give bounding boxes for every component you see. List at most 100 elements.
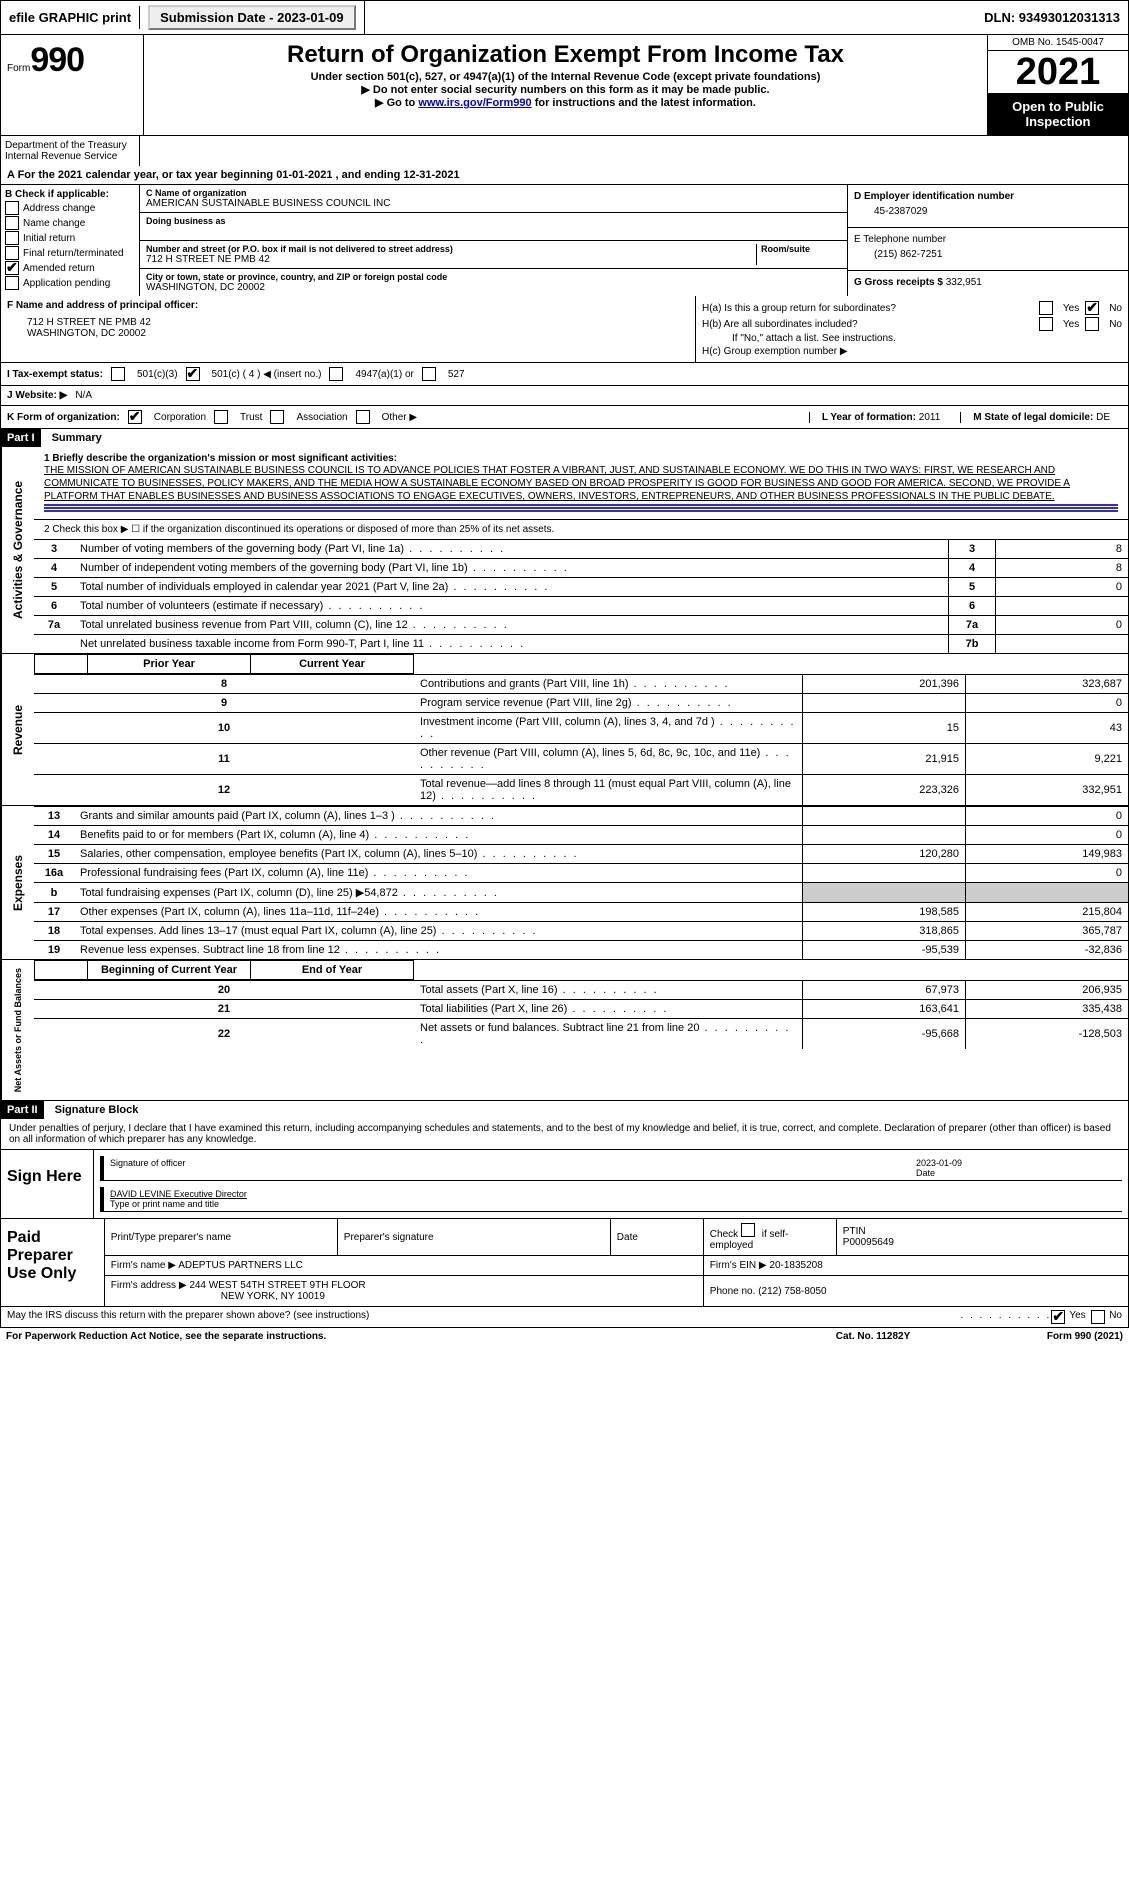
- discuss-yes-checkbox[interactable]: [1051, 1310, 1065, 1324]
- sig-date-val: 2023-01-09: [916, 1158, 1116, 1168]
- b-checkbox[interactable]: [5, 216, 19, 230]
- col-header: Prior Year: [87, 654, 250, 673]
- line-desc: Investment income (Part VIII, column (A)…: [414, 713, 803, 744]
- line-prior: 201,396: [803, 675, 966, 694]
- line-desc: Grants and similar amounts paid (Part IX…: [74, 807, 803, 826]
- line-value: [996, 597, 1129, 616]
- vtab-activities-governance: Activities & Governance: [1, 447, 34, 653]
- col-header: End of Year: [250, 960, 413, 979]
- col-b-label: B Check if applicable:: [5, 189, 135, 200]
- city-value: WASHINGTON, DC 20002: [146, 282, 841, 293]
- line-current: [966, 883, 1129, 903]
- line-prior: 67,973: [803, 981, 966, 1000]
- efile-label[interactable]: efile GRAPHIC print: [1, 6, 140, 29]
- line-current: 0: [966, 807, 1129, 826]
- 527-checkbox[interactable]: [422, 367, 436, 381]
- k-trust-checkbox[interactable]: [214, 410, 228, 424]
- line-current: 0: [966, 864, 1129, 883]
- no-label: No: [1109, 319, 1122, 330]
- phone-value: (215) 862-7251: [854, 245, 1122, 264]
- line-prior: 223,326: [803, 775, 966, 806]
- 501c3-checkbox[interactable]: [111, 367, 125, 381]
- opt-527: 527: [448, 369, 465, 380]
- irs-link[interactable]: www.irs.gov/Form990: [418, 97, 531, 109]
- k-other-checkbox[interactable]: [356, 410, 370, 424]
- line-num: 18: [34, 922, 74, 941]
- line-current: 149,983: [966, 845, 1129, 864]
- check-label: Check: [710, 1229, 738, 1240]
- discuss-no-checkbox[interactable]: [1091, 1310, 1105, 1324]
- ha-no-checkbox[interactable]: [1085, 301, 1099, 315]
- line-current: 365,787: [966, 922, 1129, 941]
- k-corp-checkbox[interactable]: [128, 410, 142, 424]
- line-desc: Number of independent voting members of …: [74, 559, 949, 578]
- row-i: I Tax-exempt status: 501(c)(3) 501(c) ( …: [0, 363, 1129, 386]
- b-checkbox-label: Final return/terminated: [23, 248, 124, 259]
- hdr-blank: [35, 960, 75, 979]
- b-checkbox[interactable]: [5, 231, 19, 245]
- b-checkbox[interactable]: [5, 201, 19, 215]
- line-prior: 120,280: [803, 845, 966, 864]
- part-ii-title: Signature Block: [47, 1104, 139, 1116]
- opt-4947: 4947(a)(1) or: [355, 369, 413, 380]
- vtab-net-assets: Net Assets or Fund Balances: [1, 960, 34, 1100]
- firm-name-label: Firm's name ▶: [111, 1260, 176, 1271]
- 4947-checkbox[interactable]: [329, 367, 343, 381]
- line-desc: Program service revenue (Part VIII, line…: [414, 694, 803, 713]
- line-desc: Total number of volunteers (estimate if …: [74, 597, 949, 616]
- line-value: 8: [996, 559, 1129, 578]
- line-desc: Contributions and grants (Part VIII, lin…: [414, 675, 803, 694]
- hb-yes-checkbox[interactable]: [1039, 317, 1053, 331]
- checkbox-line: Amended return: [5, 261, 135, 275]
- line-desc: Net unrelated business taxable income fr…: [74, 635, 949, 654]
- governance-table: 3 Number of voting members of the govern…: [34, 539, 1128, 653]
- b-checkbox[interactable]: [5, 276, 19, 290]
- col-dg: D Employer identification number 45-2387…: [848, 185, 1128, 296]
- col-b: B Check if applicable: Address changeNam…: [1, 185, 140, 296]
- goto-pre: ▶ Go to: [375, 97, 418, 109]
- form-number-cell: Form990: [1, 35, 144, 135]
- hb-no-checkbox[interactable]: [1085, 317, 1099, 331]
- dln-label: DLN: 93493012031313: [976, 6, 1128, 29]
- footer-left: For Paperwork Reduction Act Notice, see …: [6, 1331, 773, 1342]
- preparer-table: Print/Type preparer's name Preparer's si…: [105, 1219, 1128, 1306]
- j-label: J Website: ▶: [7, 390, 67, 401]
- 501c-checkbox[interactable]: [186, 367, 200, 381]
- line-current: 0: [966, 826, 1129, 845]
- no-ssn-line: ▶ Do not enter social security numbers o…: [148, 83, 983, 96]
- b-checkbox-label: Application pending: [23, 278, 110, 289]
- part-i-title: Summary: [44, 432, 102, 444]
- checkbox-line: Initial return: [5, 231, 135, 245]
- footer-right: Form 990 (2021): [973, 1331, 1123, 1342]
- self-employed-checkbox[interactable]: [741, 1223, 755, 1237]
- line-num: 10: [34, 713, 414, 744]
- opt-assoc: Association: [296, 412, 347, 423]
- line-box: 7a: [949, 616, 996, 635]
- line-box: 5: [949, 578, 996, 597]
- line-value: [996, 635, 1129, 654]
- ha-yes-checkbox[interactable]: [1039, 301, 1053, 315]
- part-ii: Part II Signature Block Under penalties …: [0, 1101, 1129, 1307]
- f-line2: WASHINGTON, DC 20002: [7, 328, 689, 339]
- line-prior: 15: [803, 713, 966, 744]
- line-value: 0: [996, 616, 1129, 635]
- officer-name: DAVID LEVINE Executive Director: [110, 1189, 1116, 1199]
- line-num: 20: [34, 981, 414, 1000]
- line-desc: Total liabilities (Part X, line 26): [414, 1000, 803, 1019]
- line-num: [34, 635, 74, 654]
- hdr-blank: [75, 654, 87, 673]
- line-prior: 318,865: [803, 922, 966, 941]
- line-num: 19: [34, 941, 74, 960]
- submission-date-button[interactable]: Submission Date - 2023-01-09: [148, 5, 356, 30]
- b-checkbox[interactable]: [5, 261, 19, 275]
- b-checkbox[interactable]: [5, 246, 19, 260]
- vtab-revenue: Revenue: [1, 654, 34, 805]
- checkbox-line: Address change: [5, 201, 135, 215]
- k-assoc-checkbox[interactable]: [270, 410, 284, 424]
- street-label: Number and street (or P.O. box if mail i…: [146, 244, 752, 254]
- line-num: 22: [34, 1019, 414, 1050]
- hdr-blank: [75, 960, 87, 979]
- ha-label: H(a) Is this a group return for subordin…: [702, 303, 1033, 314]
- submission-date-btn[interactable]: Submission Date - 2023-01-09: [140, 1, 365, 34]
- form-word: Form: [7, 63, 30, 74]
